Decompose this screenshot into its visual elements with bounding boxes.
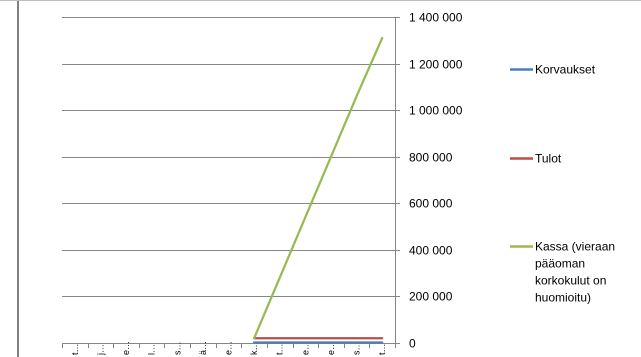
y-tick-label: 0 bbox=[409, 337, 416, 351]
x-tick-label: e… bbox=[121, 341, 131, 355]
y-tick-label: 400 000 bbox=[409, 244, 453, 258]
x-tick-label: t… bbox=[70, 343, 80, 355]
x-tick-label: k… bbox=[249, 342, 259, 356]
y-tick-label: 200 000 bbox=[409, 290, 453, 304]
y-axis-ticks: 0 200 000 400 000 600 000 800 000 1 000 000 1 … bbox=[395, 11, 463, 351]
legend: Korvaukset Tulot Kassa (vieraan pääoman kork… bbox=[510, 63, 615, 305]
x-axis-ticks: t… j… e… l… s… ä… e… k… t… e… e… s… t… bbox=[62, 341, 396, 356]
x-tick-label: t… bbox=[377, 343, 387, 355]
x-tick-label: e… bbox=[326, 341, 336, 355]
y-tick-label: 1 000 000 bbox=[409, 104, 463, 118]
x-tick-label: ä… bbox=[198, 341, 208, 355]
x-tick-label: l… bbox=[147, 344, 157, 355]
y-tick-label: 1 400 000 bbox=[409, 11, 463, 25]
legend-entry: Tulot bbox=[535, 152, 562, 166]
x-tick-label: e… bbox=[224, 341, 234, 355]
x-tick-label: s… bbox=[172, 342, 182, 356]
x-tick-label: s… bbox=[352, 342, 362, 356]
series-line-3 bbox=[252, 36, 384, 340]
series-lines bbox=[252, 36, 384, 344]
y-tick-label: 600 000 bbox=[409, 197, 453, 211]
legend-entry: Korvaukset bbox=[535, 63, 596, 77]
x-tick-label: j… bbox=[95, 344, 105, 356]
y-tick-label: 800 000 bbox=[409, 151, 453, 165]
x-tick-label: e… bbox=[300, 341, 310, 355]
legend-entry: Kassa (vieraan pääoman korkokulut on huomio… bbox=[535, 240, 615, 305]
x-tick-label: t… bbox=[275, 343, 285, 355]
y-tick-label: 1 200 000 bbox=[409, 58, 463, 72]
gridlines bbox=[62, 17, 395, 344]
